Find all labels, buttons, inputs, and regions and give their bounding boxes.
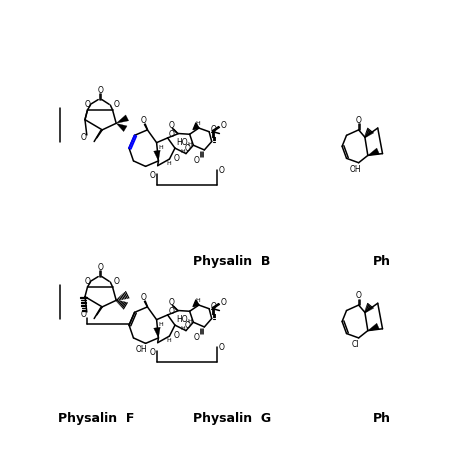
Polygon shape (154, 327, 160, 338)
Text: O: O (356, 116, 362, 125)
Text: H: H (158, 321, 163, 327)
Text: O: O (194, 156, 200, 165)
Text: Physalin  G: Physalin G (193, 412, 271, 425)
Text: H: H (195, 298, 200, 303)
Text: O: O (84, 277, 91, 286)
Text: H: H (180, 149, 185, 154)
Text: O: O (141, 293, 146, 302)
Polygon shape (368, 323, 379, 331)
Text: O: O (185, 144, 191, 153)
Text: H: H (166, 338, 171, 343)
Polygon shape (116, 115, 128, 123)
Text: O: O (219, 166, 225, 175)
Text: O: O (149, 348, 155, 357)
Text: O: O (220, 298, 226, 307)
Text: Physalin  B: Physalin B (193, 255, 271, 268)
Text: O: O (168, 298, 174, 307)
Text: H: H (166, 161, 171, 166)
Text: O: O (98, 86, 103, 95)
Text: O: O (185, 320, 191, 329)
Text: H: H (180, 326, 185, 331)
Text: Ph: Ph (373, 255, 391, 268)
Polygon shape (368, 148, 379, 155)
Text: O: O (220, 120, 226, 129)
Text: O: O (194, 333, 200, 342)
Text: H: H (195, 121, 200, 126)
Text: O: O (149, 171, 155, 180)
Text: O: O (84, 100, 91, 109)
Text: O: O (169, 130, 175, 139)
Text: Ph: Ph (373, 412, 391, 425)
Text: H: H (187, 319, 192, 324)
Text: O: O (113, 100, 119, 109)
Text: O: O (174, 154, 180, 163)
Text: O: O (141, 116, 146, 125)
Text: O: O (113, 277, 119, 286)
Text: H: H (187, 142, 192, 146)
Text: O: O (219, 343, 225, 352)
Text: O: O (169, 307, 175, 316)
Text: O: O (98, 264, 103, 273)
Text: O: O (168, 121, 174, 130)
Text: Physalin  F: Physalin F (58, 412, 134, 425)
Text: HO: HO (176, 138, 188, 147)
Text: O: O (81, 310, 87, 319)
Text: HO: HO (176, 315, 188, 324)
Text: O: O (356, 291, 362, 300)
Text: O: O (210, 302, 217, 311)
Text: O: O (174, 331, 180, 340)
Text: O: O (210, 125, 217, 134)
Text: O: O (81, 133, 87, 142)
Text: OH: OH (136, 346, 148, 355)
Text: Cl: Cl (351, 340, 359, 349)
Polygon shape (116, 123, 127, 132)
Text: OH: OH (349, 165, 361, 174)
Text: H: H (158, 145, 163, 149)
Polygon shape (154, 150, 160, 161)
